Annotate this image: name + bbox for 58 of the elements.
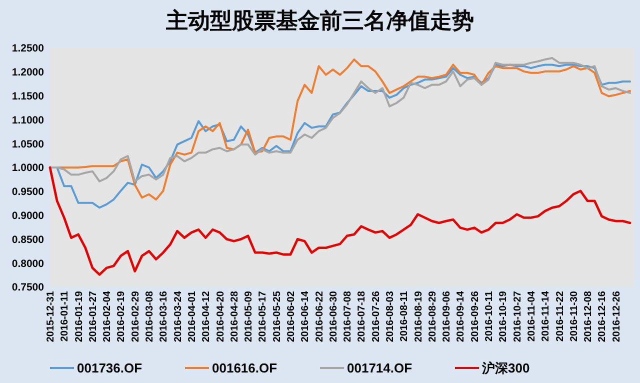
y-tick-label: 0.8500 [12, 234, 44, 246]
x-tick-label: 2016-10-19 [498, 290, 510, 342]
x-tick-label: 2016-01-11 [60, 290, 71, 342]
x-tick-label: 2016-06-22 [314, 290, 326, 342]
x-tick-label: 2015-12-31 [46, 290, 56, 342]
chart-title: 主动型股票基金前三名净值走势 [165, 8, 474, 34]
y-tick-label: 0.8000 [12, 258, 44, 270]
x-tick-label: 2016-10-27 [512, 290, 524, 342]
x-tick-label: 2016-09-26 [470, 290, 481, 342]
x-tick-label: 2016-07-26 [370, 290, 382, 342]
x-tick-label: 2016-06-30 [328, 290, 340, 342]
line-series [48, 166, 632, 276]
x-tick-label: 2016-12-08 [583, 290, 594, 342]
x-tick-label: 2016-12-16 [597, 290, 608, 342]
x-tick-label: 2016-07-18 [356, 290, 368, 342]
x-tick-label: 2016-05-25 [272, 290, 283, 342]
x-tick-label: 2016-03-24 [172, 290, 184, 342]
y-tick-label: 1.0500 [12, 138, 44, 150]
x-tick-label: 2016-04-28 [229, 290, 240, 342]
x-tick-label: 2016-08-19 [413, 290, 424, 342]
legend-label: 001616.OF [212, 360, 278, 376]
y-tick-label: 0.9500 [12, 186, 44, 198]
legend-label: 001714.OF [347, 360, 412, 376]
x-tick-label: 2016-11-22 [554, 290, 566, 342]
legend-label: 沪深300 [481, 360, 530, 376]
y-tick-label: 1.1500 [12, 90, 44, 102]
x-tick-label: 2016-03-16 [158, 290, 170, 342]
x-tick-label: 2016-02-04 [102, 290, 114, 342]
x-tick-label: 2016-10-11 [484, 290, 496, 342]
x-tick-label: 2016-11-14 [540, 290, 552, 342]
x-tick-label: 2016-08-03 [385, 290, 396, 342]
x-tick-label: 2016-09-06 [442, 290, 453, 342]
x-tick-label: 2016-06-02 [286, 290, 297, 342]
x-tick-label: 2016-05-09 [244, 290, 255, 342]
x-tick-label: 2016-03-08 [144, 290, 156, 342]
y-tick-label: 1.2500 [12, 42, 44, 55]
x-tick-label: 2016-06-14 [300, 290, 312, 342]
x-tick-label: 2016-04-01 [186, 290, 198, 342]
y-tick-label: 0.9000 [12, 210, 44, 222]
x-tick-label: 2016-12-26 [611, 290, 622, 342]
y-tick-label: 0.7500 [12, 282, 44, 294]
x-tick-label: 2016-04-12 [201, 290, 212, 342]
legend-label: 001736.OF [77, 360, 142, 376]
x-tick-label: 2016-04-20 [215, 290, 226, 342]
x-tick-label: 2016-08-29 [427, 290, 438, 342]
x-tick-label: 2016-11-04 [526, 290, 538, 342]
y-tick-label: 1.0000 [12, 162, 44, 174]
y-tick-label: 1.1000 [12, 114, 44, 126]
x-tick-label: 2016-02-29 [130, 290, 142, 342]
x-tick-label: 2016-09-14 [456, 290, 467, 342]
y-tick-label: 1.2000 [12, 66, 44, 79]
x-tick-label: 2016-01-27 [88, 290, 99, 342]
x-tick-label: 2016-11-30 [568, 290, 580, 342]
x-tick-label: 2016-01-19 [74, 290, 85, 342]
x-tick-label: 2016-08-11 [399, 290, 410, 342]
x-tick-label: 2016-05-17 [258, 290, 269, 342]
x-tick-label: 2016-07-08 [342, 290, 354, 342]
x-tick-label: 2016-02-19 [116, 290, 128, 342]
